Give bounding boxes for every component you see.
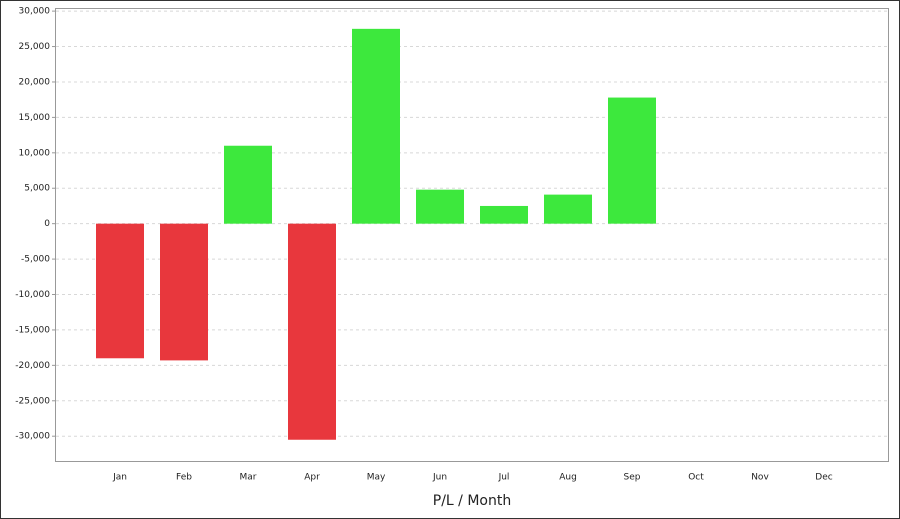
bar [416, 189, 464, 224]
x-tick-label: Mar [240, 473, 257, 483]
bar [544, 194, 592, 224]
y-tick-label: -5,000 [21, 255, 50, 265]
y-tick-label: 10,000 [19, 148, 51, 158]
x-tick-label: Dec [815, 473, 832, 483]
x-tick-label: May [367, 473, 386, 483]
y-tick-label: 20,000 [19, 77, 51, 87]
x-tick-label: Jul [498, 473, 510, 483]
bar [160, 223, 208, 361]
bar [288, 223, 336, 440]
x-tick-label: Apr [304, 473, 320, 483]
bar [352, 28, 400, 224]
y-tick-label: 30,000 [19, 7, 51, 17]
bar [480, 205, 528, 224]
y-tick-label: -10,000 [15, 290, 50, 300]
y-tick-label: -20,000 [15, 361, 50, 371]
y-tick-label: -25,000 [15, 396, 50, 406]
x-tick-label: Feb [176, 473, 192, 483]
x-tick-label: Oct [688, 473, 704, 483]
x-tick-label: Sep [624, 473, 641, 483]
x-axis-title: P/L / Month [433, 493, 511, 509]
y-tick-label: 5,000 [24, 184, 50, 194]
bar [224, 145, 272, 224]
y-tick-label: 25,000 [19, 42, 51, 52]
y-tick-label: -15,000 [15, 325, 50, 335]
y-tick-label: 0 [44, 219, 50, 229]
bar [96, 223, 144, 359]
x-tick-label: Jun [432, 473, 447, 483]
x-tick-label: Aug [559, 473, 577, 483]
bar [608, 97, 656, 224]
x-tick-label: Jan [112, 473, 127, 483]
y-tick-label: 15,000 [19, 113, 51, 123]
x-tick-label: Nov [751, 473, 769, 483]
y-tick-label: -30,000 [15, 432, 50, 442]
